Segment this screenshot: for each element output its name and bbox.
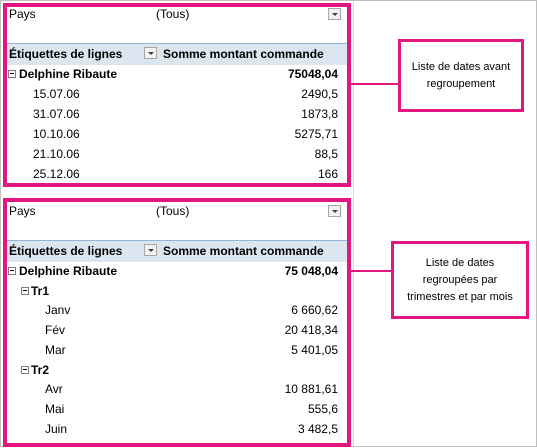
row-value: 88,5: [314, 147, 338, 161]
row-label: Mai: [45, 401, 65, 416]
owner-label: Delphine Ribaute: [19, 67, 118, 81]
row-value: 555,6: [307, 401, 338, 416]
row-value: 166: [317, 167, 338, 181]
filter-label: Pays: [9, 204, 36, 218]
owner-value: 75 048,04: [284, 264, 338, 278]
filter-value: (Tous): [156, 204, 190, 218]
column-separator: [353, 1, 354, 448]
row-label: Fév: [45, 323, 66, 338]
value-header: Somme montant commande: [163, 244, 324, 258]
row-label: 31.07.06: [33, 107, 80, 121]
owner-label: Delphine Ribaute: [19, 264, 118, 278]
row-value: 1873,8: [301, 107, 338, 121]
row-label: 21.10.06: [33, 147, 80, 161]
row-label: Avr: [45, 382, 63, 397]
highlight-frame: [3, 198, 351, 447]
row-value: 2490,5: [301, 87, 338, 101]
row-value: 5 401,05: [291, 342, 338, 357]
row-label: 10.10.06: [33, 127, 80, 141]
row-value: 5275,71: [294, 127, 338, 141]
group-label: Tr2: [31, 362, 50, 377]
row-value: 10 881,61: [284, 382, 338, 397]
row-label: Janv: [45, 303, 71, 318]
row-labels-header: Étiquettes de lignes: [9, 47, 123, 61]
row-labels-header: Étiquettes de lignes: [9, 244, 123, 258]
row-label: Juin: [45, 421, 68, 436]
row-value: 6 660,62: [291, 303, 338, 318]
callout: Liste de dates avant regroupement: [398, 39, 524, 112]
row-value: 20 418,34: [284, 323, 338, 338]
collapse-button[interactable]: [8, 70, 16, 78]
callout: Liste de dates regroupées par trimestres…: [391, 241, 529, 319]
row-label: 15.07.06: [33, 87, 80, 101]
value-header: Somme montant commande: [163, 47, 324, 61]
header-band: [7, 240, 347, 262]
row-labels-dropdown[interactable]: [144, 47, 157, 59]
connector: [351, 83, 398, 85]
row-labels-dropdown[interactable]: [144, 244, 157, 256]
filter-dropdown[interactable]: [328, 8, 341, 20]
filter-label: Pays: [9, 7, 36, 21]
collapse-button[interactable]: [21, 365, 29, 374]
filter-dropdown[interactable]: [328, 205, 341, 217]
row-value: 3 482,5: [297, 421, 338, 436]
filter-value: (Tous): [156, 7, 190, 21]
highlight-frame: [3, 3, 351, 187]
owner-value: 75048,04: [287, 67, 338, 81]
row-label: Mar: [45, 342, 66, 357]
group-label: Tr1: [31, 283, 50, 298]
collapse-button[interactable]: [8, 267, 16, 275]
header-band: [7, 43, 347, 65]
row-label: 25.12.06: [33, 167, 80, 181]
collapse-button[interactable]: [21, 286, 29, 295]
connector: [351, 270, 391, 272]
